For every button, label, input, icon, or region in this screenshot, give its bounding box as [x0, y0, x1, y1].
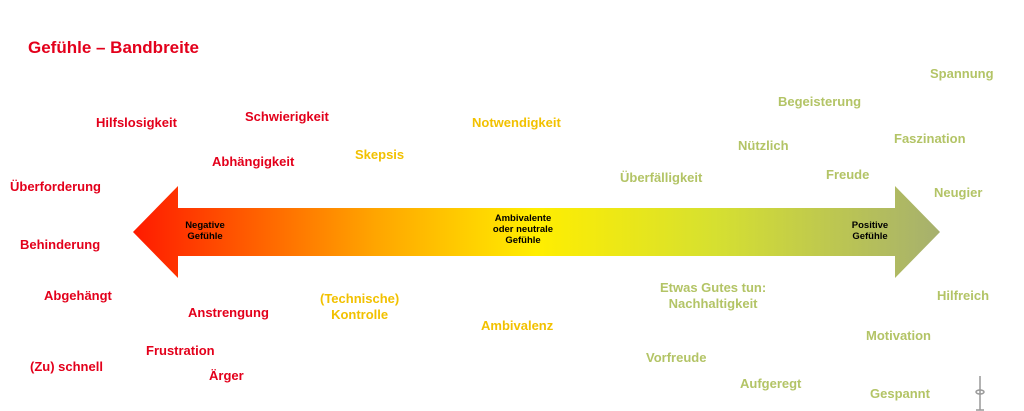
arrow-label: Negative Gefühle [185, 220, 225, 242]
feeling-word: Behinderung [20, 237, 101, 252]
feeling-word: (Zu) schnell [30, 359, 103, 374]
feeling-word: Überforderung [10, 179, 101, 194]
feeling-word: Motivation [866, 328, 931, 343]
feeling-word: Ambivalenz [481, 318, 554, 333]
double-arrow [133, 186, 940, 278]
slide-title: Gefühle – Bandbreite [28, 38, 199, 57]
feeling-word: Neugier [934, 185, 983, 200]
feeling-word: Ärger [209, 368, 244, 383]
feeling-word: Freude [826, 167, 870, 182]
feeling-word: Abgehängt [44, 288, 112, 303]
feeling-word: Hilfslosigkeit [96, 115, 177, 130]
feeling-word: Hilfreich [937, 288, 990, 303]
feeling-word: Skepsis [355, 147, 405, 162]
feeling-word: (Technische) Kontrolle [320, 291, 400, 322]
feeling-word: Nützlich [738, 138, 789, 153]
arrow-label: Ambivalente oder neutrale Gefühle [492, 213, 554, 246]
feeling-word: Schwierigkeit [245, 109, 329, 124]
feeling-word: Etwas Gutes tun: Nachhaltigkeit [660, 280, 767, 311]
arrow-label: Positive Gefühle [851, 220, 889, 242]
feeling-word: Spannung [930, 66, 994, 81]
feeling-word: Anstrengung [188, 305, 269, 320]
feeling-word: Überfälligkeit [620, 170, 703, 185]
feeling-word: Begeisterung [778, 94, 862, 109]
feeling-word: Vorfreude [646, 350, 707, 365]
feeling-word: Aufgeregt [740, 376, 802, 391]
feeling-word: Notwendigkeit [472, 115, 561, 130]
tower-icon [975, 376, 985, 411]
feeling-word: Faszination [894, 131, 966, 146]
feeling-word: Frustration [146, 343, 215, 358]
feeling-word: Gespannt [870, 386, 930, 401]
feeling-word: Abhängigkeit [212, 154, 295, 169]
